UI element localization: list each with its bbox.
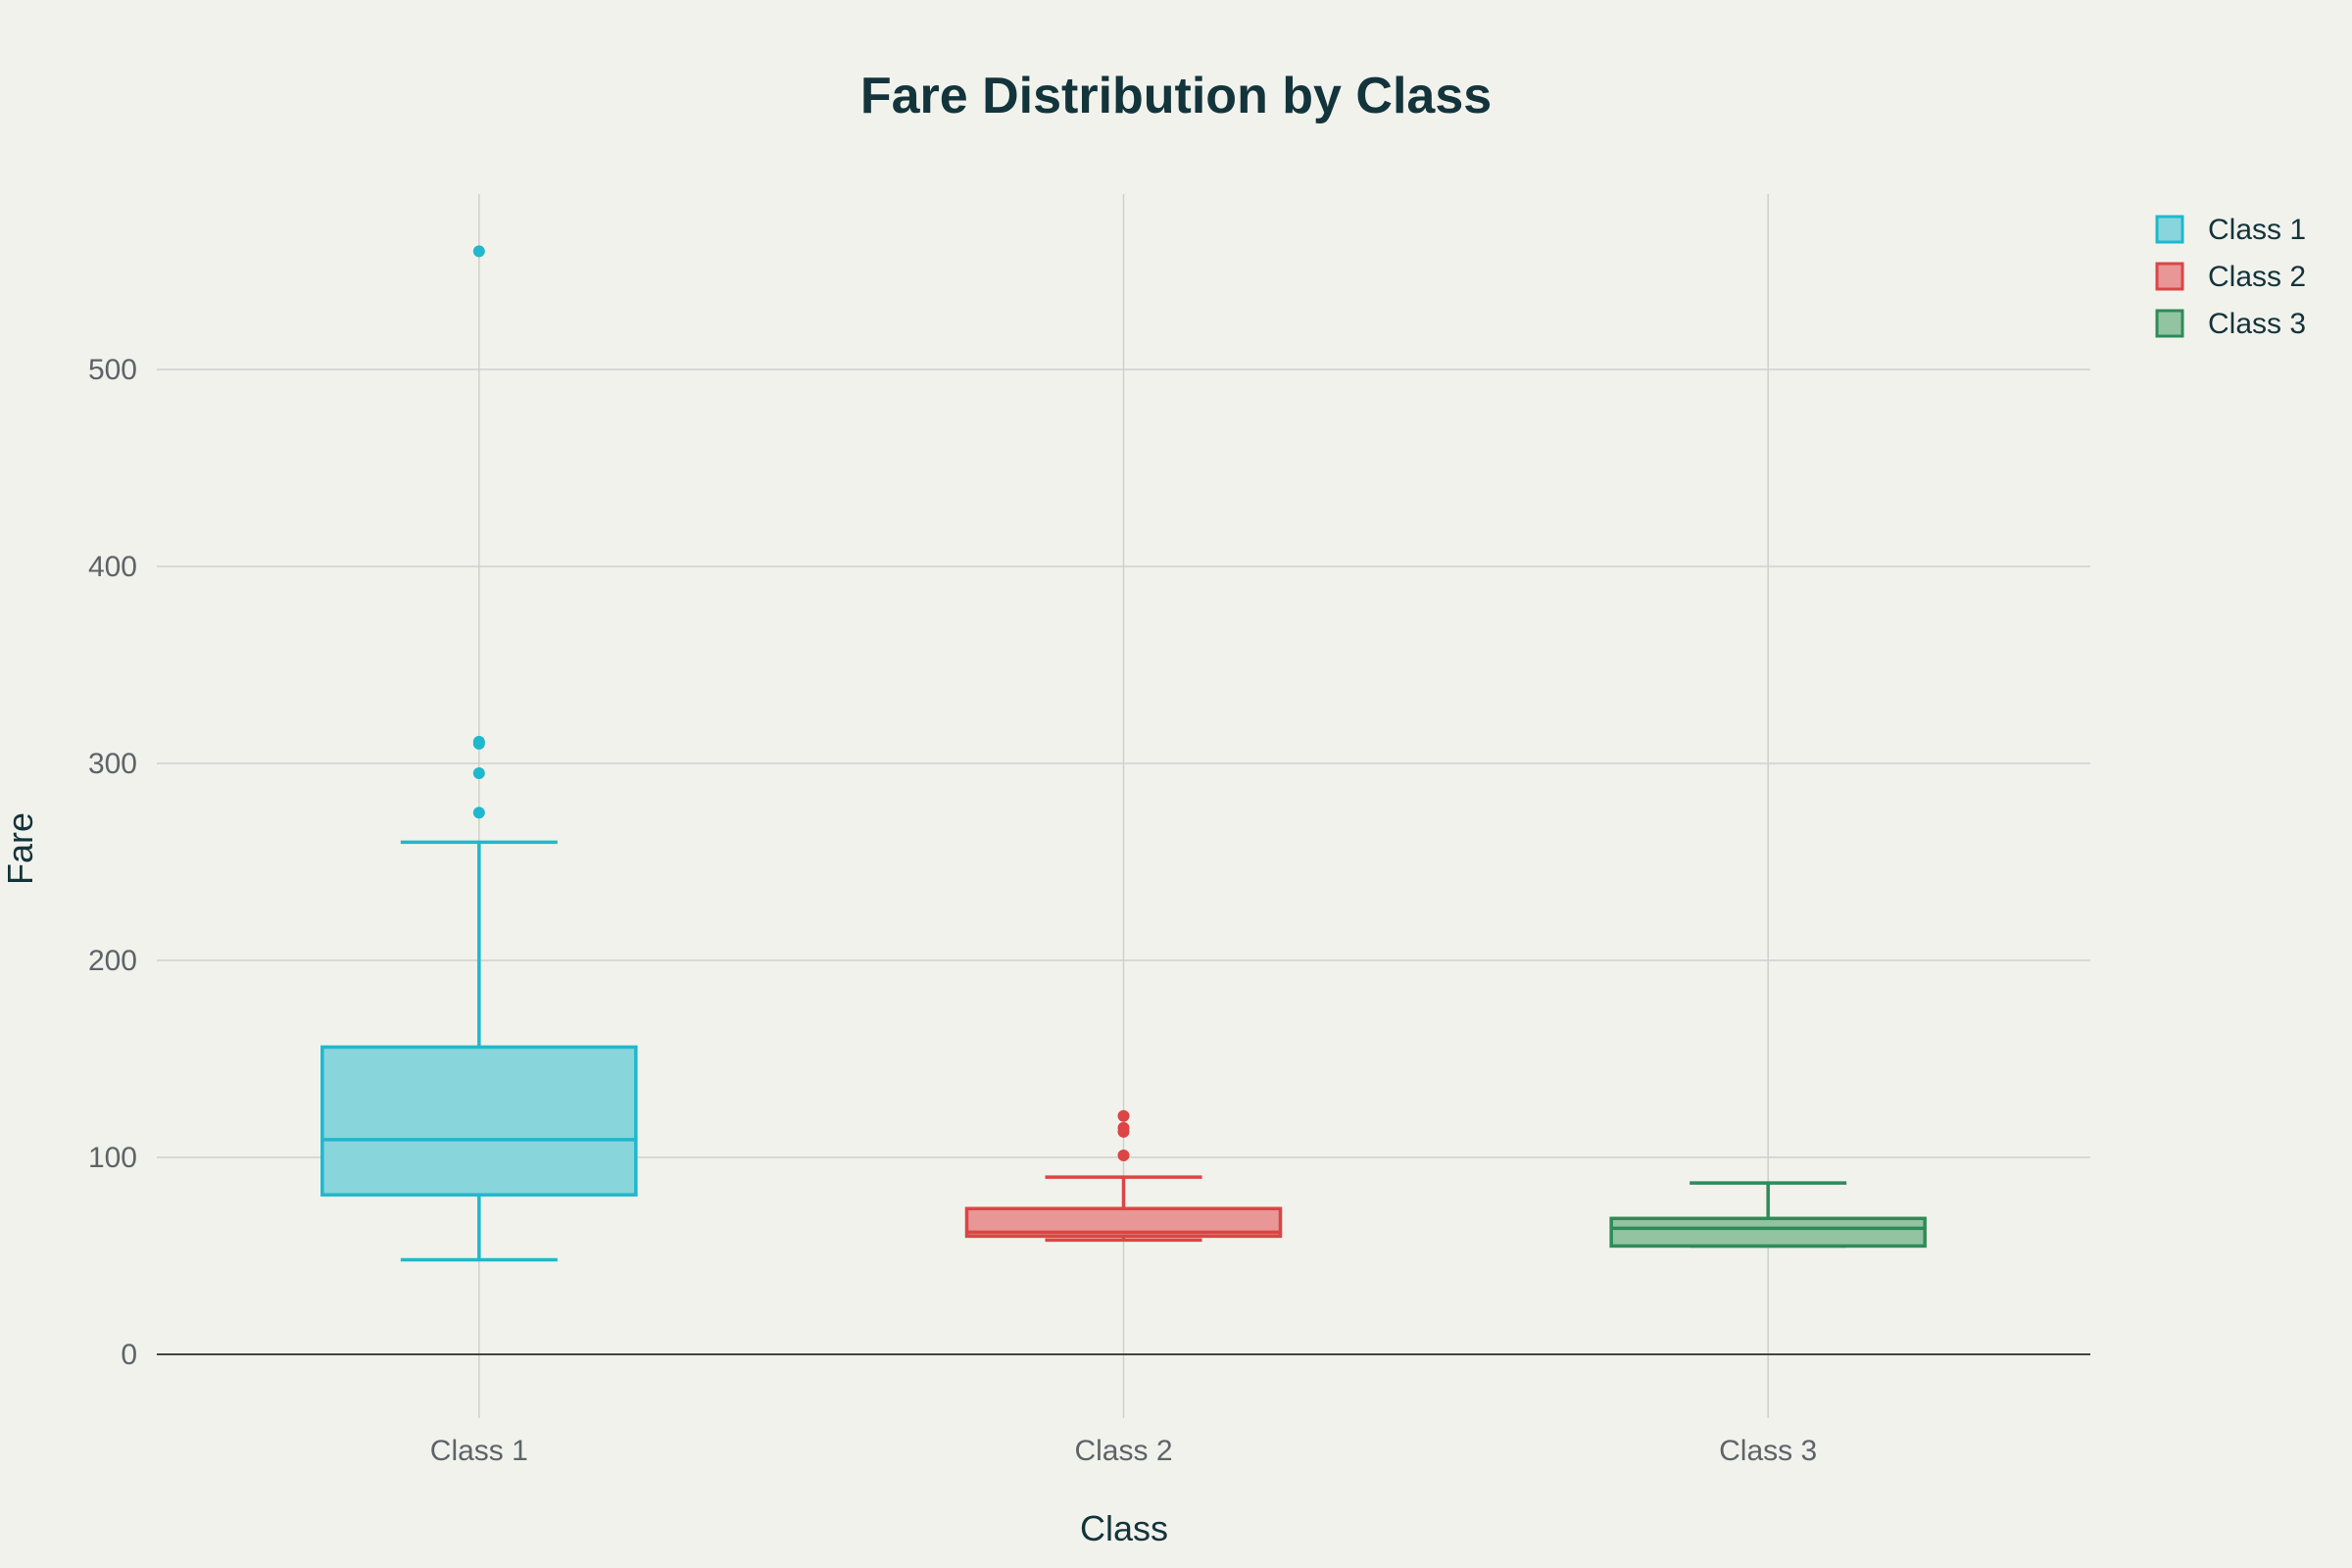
legend-item: Class 2 [2155, 261, 2306, 293]
x-tick-label: Class 3 [1719, 1435, 1817, 1467]
y-tick-label: 200 [88, 945, 137, 977]
outlier-point [1117, 1121, 1130, 1134]
outlier-point [1117, 1109, 1130, 1122]
box-series [964, 1109, 1283, 1243]
outlier-point [1117, 1149, 1130, 1161]
legend-swatch [2155, 262, 2184, 291]
outlier-point [472, 735, 485, 748]
legend-item: Class 3 [2155, 308, 2306, 340]
legend-label: Class 1 [2208, 214, 2306, 246]
outlier-point [472, 245, 485, 258]
legend-label: Class 2 [2208, 261, 2306, 293]
y-axis-title: Fare [0, 812, 40, 885]
x-axis-ticks: Class 1 Class 2 Class 3 [430, 1435, 1817, 1467]
x-tick-label: Class 2 [1074, 1435, 1172, 1467]
legend-swatch [2155, 215, 2184, 244]
iqr-box [320, 1045, 638, 1197]
chart-title: Fare Distribution by Class [860, 68, 1492, 124]
iqr-box [1609, 1216, 1927, 1249]
y-tick-label: 300 [88, 748, 137, 780]
outlier-point [472, 807, 485, 819]
y-tick-label: 500 [88, 354, 137, 386]
legend-swatch [2155, 309, 2184, 338]
y-tick-label: 400 [88, 551, 137, 583]
box-series [1609, 1181, 1927, 1249]
x-tick-label: Class 1 [430, 1435, 528, 1467]
y-tick-label: 0 [121, 1339, 137, 1371]
boxes-layer [320, 245, 1927, 1262]
legend: Class 1 Class 2 Class 3 [2155, 214, 2306, 340]
y-axis-ticks: 0 100 200 300 400 500 [88, 354, 137, 1371]
legend-item: Class 1 [2155, 214, 2306, 246]
y-tick-label: 100 [88, 1142, 137, 1174]
outlier-point [472, 767, 485, 780]
x-axis-title: Class [1080, 1508, 1168, 1548]
box-series [320, 245, 638, 1262]
legend-label: Class 3 [2208, 308, 2306, 340]
